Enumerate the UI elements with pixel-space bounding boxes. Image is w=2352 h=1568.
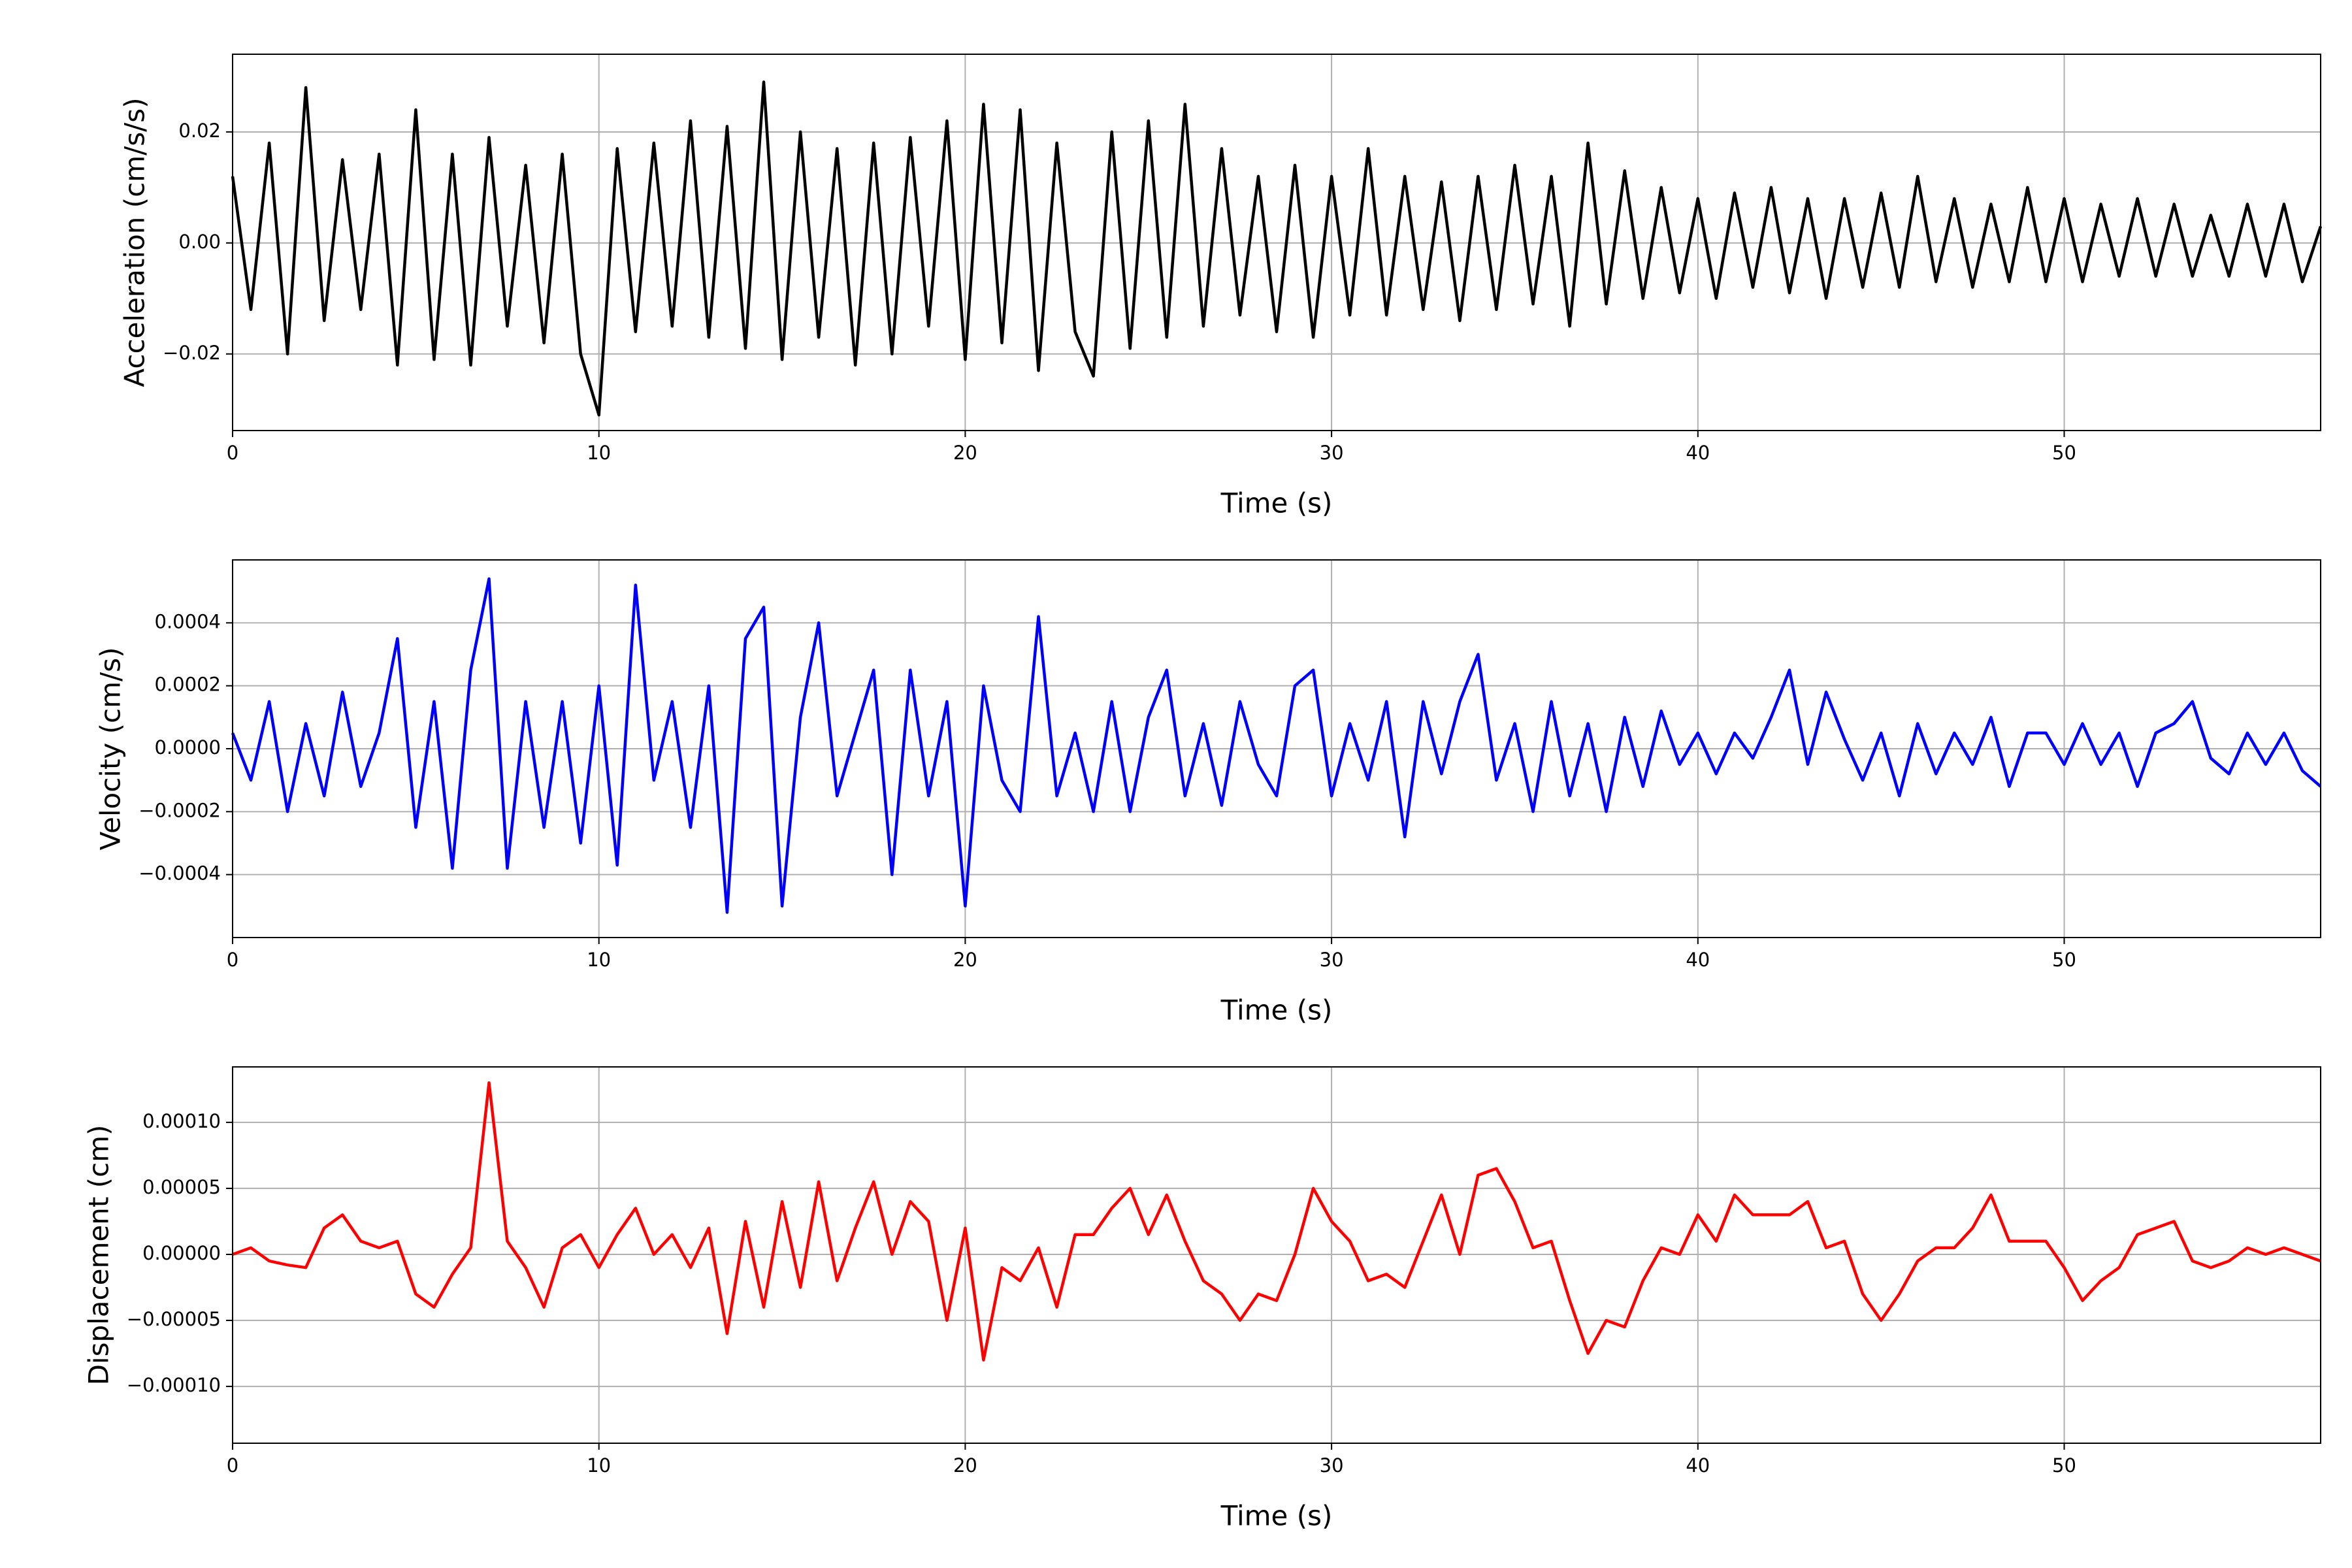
x-tick-label: 40 <box>1686 442 1710 464</box>
x-axis-label: Time (s) <box>1220 1500 1333 1532</box>
y-axis-label: Velocity (cm/s) <box>95 647 127 851</box>
y-axis-label: Acceleration (cm/s/s) <box>119 97 151 387</box>
axes-frame <box>232 54 2321 431</box>
y-tick-label: 0.02 <box>178 120 221 142</box>
x-tick-label: 0 <box>227 1454 238 1477</box>
data-line <box>232 1081 2321 1362</box>
y-tick-label: −0.02 <box>163 342 221 364</box>
x-tick-label: 10 <box>587 949 611 971</box>
x-axis-label: Time (s) <box>1220 487 1333 519</box>
y-tick-label: 0.00005 <box>142 1176 221 1198</box>
y-tick-label: 0.00 <box>178 231 221 253</box>
y-axis-label: Displacement (cm) <box>82 1125 114 1386</box>
y-tick-label: 0.0004 <box>155 610 221 632</box>
x-tick-label: 10 <box>587 442 611 464</box>
y-tick-label: −0.0004 <box>139 862 221 885</box>
x-tick-label: 50 <box>2052 1454 2076 1477</box>
axes: 0 10 20 30 40 50 −0.0004 −0.0002 0.0000 0.0002 0.0… <box>139 560 2321 971</box>
x-tick-label: 30 <box>1320 1454 1344 1477</box>
x-tick-label: 10 <box>587 1454 611 1477</box>
x-tick-label: 0 <box>227 442 238 464</box>
y-tick-label: −0.0002 <box>139 799 221 821</box>
x-axis-label: Time (s) <box>1220 994 1333 1026</box>
axes-frame <box>232 1066 2321 1444</box>
x-tick-label: 30 <box>1320 949 1344 971</box>
axes: 0 10 20 30 40 50 −0.00010 −0.00005 0.00000 0.0000… <box>127 1067 2321 1477</box>
x-tick-label: 40 <box>1686 949 1710 971</box>
axes-frame <box>232 559 2321 938</box>
y-tick-label: 0.00010 <box>142 1110 221 1132</box>
x-tick-label: 20 <box>953 1454 977 1477</box>
x-tick-label: 20 <box>953 442 977 464</box>
x-tick-label: 20 <box>953 949 977 971</box>
x-tick-label: 50 <box>2052 442 2076 464</box>
data-line <box>231 577 2322 914</box>
y-tick-label: 0.0000 <box>155 736 221 759</box>
y-tick-label: 0.00000 <box>142 1242 221 1264</box>
x-tick-label: 0 <box>227 949 238 971</box>
x-tick-label: 30 <box>1320 442 1344 464</box>
data-line <box>231 80 2323 417</box>
axes: 0 10 20 30 40 50 −0.02 0.00 0.02 <box>163 54 2321 464</box>
x-tick-label: 50 <box>2052 949 2076 971</box>
y-tick-label: −0.00005 <box>127 1308 221 1330</box>
y-tick-label: 0.0002 <box>155 674 221 696</box>
x-tick-label: 40 <box>1686 1454 1710 1477</box>
y-tick-label: −0.00010 <box>127 1374 221 1396</box>
